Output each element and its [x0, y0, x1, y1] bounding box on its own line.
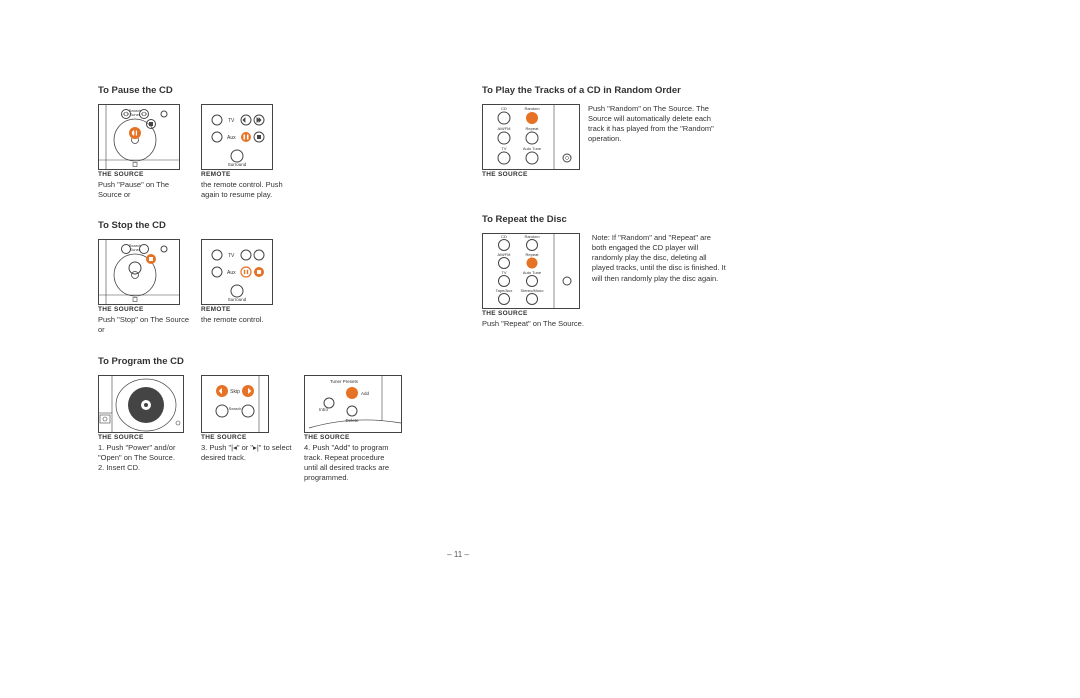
stop-remote-label: REMOTE — [201, 306, 273, 313]
svg-text:Stereo/Mono: Stereo/Mono — [521, 288, 545, 293]
program-panel-2: Skip Search THE SOURCE 3. Push "|◂" or "… — [201, 375, 296, 463]
program-label-1: THE SOURCE — [98, 434, 193, 441]
pause-remote-panel: TV Aux — [201, 104, 296, 200]
program-caption-1: 1. Push "Power" and/or "Open" on The Sou… — [98, 443, 193, 473]
repeat-source-panel: CD Random AM/FM Repeat TV Auto Tune — [482, 233, 584, 329]
heading-stop: To Stop the CD — [98, 220, 434, 231]
stop-remote-diagram: TV Aux Surround — [201, 239, 273, 305]
svg-text:Skip: Skip — [230, 389, 240, 395]
heading-pause: To Pause the CD — [98, 85, 434, 96]
pause-source-panel: Search Tuner — [98, 104, 193, 200]
manual-page: To Pause the CD — [98, 85, 818, 503]
heading-repeat: To Repeat the Disc — [482, 214, 818, 225]
program-caption-3: 4. Push "Add" to program track. Repeat p… — [304, 443, 399, 484]
program-panel-1: THE SOURCE 1. Push "Power" and/or "Open"… — [98, 375, 193, 473]
svg-text:Add: Add — [361, 391, 370, 396]
program-label-3: THE SOURCE — [304, 434, 402, 441]
left-column: To Pause the CD — [98, 85, 434, 503]
section-pause: To Pause the CD — [98, 85, 434, 200]
svg-text:CD: CD — [501, 106, 507, 111]
svg-text:Intro: Intro — [319, 407, 329, 412]
section-program: To Program the CD — [98, 356, 434, 484]
svg-text:TV: TV — [501, 270, 506, 275]
random-source-label: THE SOURCE — [482, 171, 580, 178]
svg-text:Auto Tune: Auto Tune — [523, 146, 542, 151]
svg-text:AM/FM: AM/FM — [498, 126, 511, 131]
pause-remote-caption: the remote control. Push again to resume… — [201, 180, 296, 200]
svg-text:AM/FM: AM/FM — [498, 252, 511, 257]
random-diagram: CD Random AM/FM Repeat TV — [482, 104, 580, 170]
svg-text:TV: TV — [501, 146, 506, 151]
repeat-text: Note: If "Random" and "Repeat" are both … — [592, 233, 727, 284]
random-text: Push "Random" on The Source. The Source … — [588, 104, 723, 145]
program-caption-2: 3. Push "|◂" or "▸|" to select desired t… — [201, 443, 296, 463]
pause-source-label: THE SOURCE — [98, 171, 193, 178]
random-source-panel: CD Random AM/FM Repeat TV — [482, 104, 580, 178]
svg-text:Random: Random — [524, 234, 540, 239]
stop-remote-caption: the remote control. — [201, 315, 273, 325]
pause-remote-diagram: TV Aux — [201, 104, 273, 170]
program-diagram-3: Tuner Presets Add Intro Delete — [304, 375, 402, 433]
pause-source-caption: Push "Pause" on The Source or — [98, 180, 193, 200]
svg-text:Search: Search — [229, 406, 242, 411]
program-diagram-2: Skip Search — [201, 375, 269, 433]
svg-text:Tuner Presets: Tuner Presets — [330, 379, 359, 384]
section-random: To Play the Tracks of a CD in Random Ord… — [482, 85, 818, 178]
svg-text:Repeat: Repeat — [526, 126, 540, 131]
stop-source-label: THE SOURCE — [98, 306, 193, 313]
svg-text:Aux: Aux — [227, 270, 236, 276]
svg-text:Surround: Surround — [228, 162, 247, 167]
svg-text:TV: TV — [228, 253, 235, 259]
program-diagram-1 — [98, 375, 184, 433]
stop-source-panel: Search Tuner THE SOURCE Push "Stop" on T… — [98, 239, 193, 335]
program-panel-3: Tuner Presets Add Intro Delete THE SOURC… — [304, 375, 402, 484]
program-label-2: THE SOURCE — [201, 434, 296, 441]
svg-text:Repeat: Repeat — [526, 252, 540, 257]
svg-text:Surround: Surround — [228, 297, 247, 302]
svg-text:Random: Random — [524, 106, 540, 111]
repeat-source-label: THE SOURCE — [482, 310, 584, 317]
heading-program: To Program the CD — [98, 356, 434, 367]
section-stop: To Stop the CD Search Tuner — [98, 220, 434, 335]
heading-random: To Play the Tracks of a CD in Random Ord… — [482, 85, 818, 96]
svg-text:CD: CD — [501, 234, 507, 239]
svg-text:Aux: Aux — [227, 135, 236, 141]
section-repeat: To Repeat the Disc CD Random AM/FM R — [482, 214, 818, 329]
two-column-layout: To Pause the CD — [98, 85, 818, 503]
stop-source-diagram: Search Tuner — [98, 239, 180, 305]
svg-text:Tape/Aux: Tape/Aux — [496, 288, 513, 293]
stop-source-caption: Push "Stop" on The Source or — [98, 315, 193, 335]
pause-remote-label: REMOTE — [201, 171, 296, 178]
repeat-diagram: CD Random AM/FM Repeat TV Auto Tune — [482, 233, 580, 309]
pause-source-diagram: Search Tuner — [98, 104, 180, 170]
svg-text:TV: TV — [228, 118, 235, 124]
repeat-caption: Push "Repeat" on The Source. — [482, 319, 584, 329]
right-column: To Play the Tracks of a CD in Random Ord… — [482, 85, 818, 503]
page-number: – 11 – — [98, 550, 818, 559]
stop-remote-panel: TV Aux Surround — [201, 239, 273, 325]
svg-text:Auto Tune: Auto Tune — [523, 270, 542, 275]
